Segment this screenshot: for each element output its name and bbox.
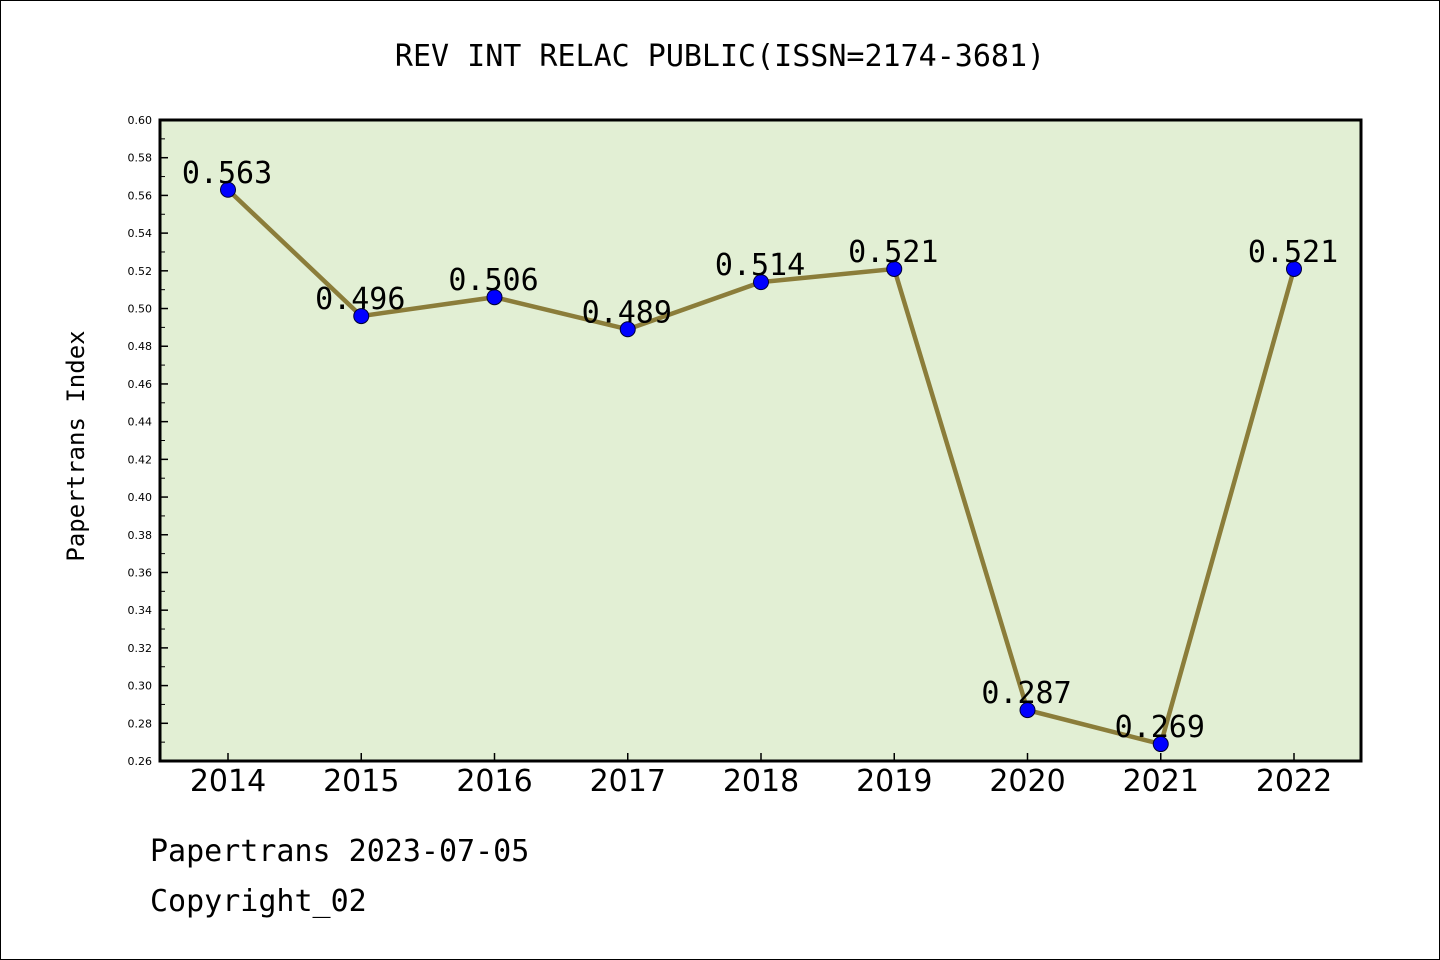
x-tick-label: 2018 — [723, 764, 799, 799]
y-tick-label: 0.40 — [128, 491, 153, 504]
data-label: 0.287 — [981, 676, 1071, 711]
y-axis: 0.26 0.28 0.30 0.32 0.34 0.36 0.38 0.40 0.42 0.44… — [128, 114, 168, 768]
footer-copyright: Copyright_02 — [150, 884, 367, 919]
y-tick-label: 0.54 — [128, 227, 153, 240]
data-point — [753, 274, 769, 291]
data-label: 0.496 — [315, 282, 405, 317]
data-point — [1286, 260, 1302, 277]
y-tick-label: 0.50 — [128, 303, 153, 316]
y-tick-label: 0.58 — [128, 152, 153, 165]
y-tick-label: 0.42 — [128, 453, 153, 466]
y-tick-label: 0.52 — [128, 265, 153, 278]
series-points-group — [220, 181, 1302, 753]
data-labels-group: 0.563 0.496 0.506 0.489 0.514 0.521 0.287 0.269… — [182, 156, 1338, 745]
data-point — [1019, 702, 1036, 719]
x-tick-label: 2017 — [590, 764, 666, 799]
data-point — [886, 260, 903, 277]
y-tick-label: 0.48 — [128, 340, 153, 353]
data-point — [220, 181, 236, 198]
y-tick-label: 0.34 — [128, 604, 153, 617]
y-axis-label: Papertrans Index — [62, 330, 90, 561]
footer-date: Papertrans 2023-07-05 — [150, 834, 530, 869]
data-label: 0.521 — [1248, 235, 1338, 270]
data-label: 0.521 — [848, 235, 938, 270]
data-label: 0.563 — [182, 156, 272, 191]
data-label: 0.514 — [715, 248, 805, 283]
x-tick-label: 2015 — [323, 764, 399, 799]
y-tick-label: 0.32 — [128, 642, 153, 655]
x-tick-label: 2014 — [190, 764, 266, 799]
y-tick-label: 0.44 — [128, 416, 153, 429]
data-point — [486, 289, 503, 306]
data-point — [1152, 736, 1169, 753]
x-tick-label: 2019 — [856, 764, 932, 799]
plot-area — [158, 118, 1363, 763]
x-tick-label: 2020 — [989, 764, 1065, 799]
data-point — [619, 321, 636, 338]
x-tick-label: 2022 — [1256, 764, 1332, 799]
x-tick-label: 2016 — [456, 764, 532, 799]
y-tick-label: 0.46 — [128, 378, 153, 391]
y-tick-label: 0.38 — [128, 529, 153, 542]
y-tick-label: 0.60 — [128, 114, 153, 127]
data-label: 0.489 — [582, 295, 672, 330]
y-tick-label: 0.26 — [128, 755, 153, 768]
chart-title: REV INT RELAC PUBLIC(ISSN=2174-3681) — [395, 39, 1045, 74]
data-label: 0.269 — [1115, 710, 1205, 745]
data-point — [353, 308, 370, 325]
y-tick-label: 0.56 — [128, 189, 153, 202]
y-tick-label: 0.28 — [128, 717, 153, 730]
x-axis: 2014 2015 2016 2017 2018 2019 2020 2021 2022 — [190, 753, 1332, 799]
data-label: 0.506 — [448, 263, 538, 298]
y-tick-label: 0.36 — [128, 566, 153, 579]
x-tick-label: 2021 — [1123, 764, 1199, 799]
y-tick-label: 0.30 — [128, 680, 153, 693]
